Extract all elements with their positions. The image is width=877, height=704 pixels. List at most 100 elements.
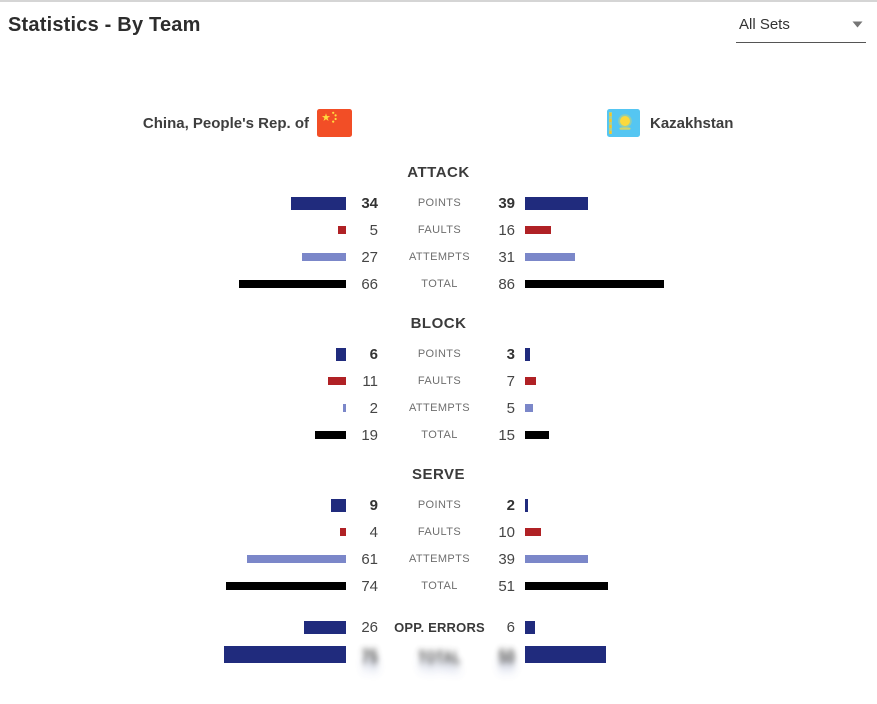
home-attempts-bar [247, 555, 346, 563]
away-grand-total-bar [525, 645, 606, 663]
team-away: Kazakhstan [607, 109, 733, 137]
stat-label-attempts: ATTEMPTS [408, 251, 471, 263]
home-attempts-bar [302, 253, 346, 261]
away-attempts-value: 39 [498, 550, 515, 568]
away-total-value: 15 [498, 426, 515, 444]
away-points-value: 2 [506, 496, 515, 514]
stat-label-attempts: ATTEMPTS [408, 553, 471, 565]
home-faults-bar [340, 528, 346, 536]
section-attack-title: ATTACK [407, 164, 470, 181]
team-away-name: Kazakhstan [650, 114, 734, 132]
row-serve-points: 9 POINTS 2 [0, 495, 877, 515]
row-block-attempts: 2 ATTEMPTS 5 [0, 398, 877, 418]
away-attempts-value: 5 [506, 399, 515, 417]
home-faults-bar [338, 226, 346, 234]
home-total-value: 74 [361, 577, 378, 595]
stat-label-faults: FAULTS [417, 375, 462, 387]
home-total-value: 19 [361, 426, 378, 444]
row-block-total: 19 TOTAL 15 [0, 425, 877, 445]
away-total-bar [525, 431, 549, 439]
away-total-value: 51 [498, 577, 515, 595]
stat-label-faults: FAULTS [417, 526, 462, 538]
away-faults-value: 10 [498, 523, 515, 541]
sets-filter-value: All Sets [739, 16, 790, 33]
row-serve-attempts: 61 ATTEMPTS 39 [0, 549, 877, 569]
stat-label-faults: FAULTS [417, 224, 462, 236]
section-block: BLOCK 6 POINTS 3 11 FAULTS 7 2 ATTEMPTS … [0, 315, 877, 445]
sets-filter-select[interactable]: All Sets [736, 12, 866, 43]
stat-label-points: POINTS [417, 348, 462, 360]
chevron-down-icon [852, 21, 863, 28]
home-points-value: 9 [369, 496, 378, 514]
china-flag-icon [317, 109, 352, 137]
home-faults-value: 5 [369, 221, 378, 239]
stat-label-total: TOTAL [421, 278, 458, 290]
stat-label-points: POINTS [417, 197, 462, 209]
away-points-bar [525, 498, 528, 512]
home-total-bar [226, 582, 346, 590]
home-total-bar [315, 431, 346, 439]
row-attack-attempts: 27 ATTEMPTS 31 [0, 247, 877, 267]
stat-label-grand-total: TOTAL [417, 647, 462, 666]
kazakhstan-flag-icon [607, 109, 640, 137]
away-total-value: 86 [498, 275, 515, 293]
away-faults-bar [525, 528, 541, 536]
section-serve: SERVE 9 POINTS 2 4 FAULTS 10 61 ATTEMPTS… [0, 466, 877, 596]
stat-label-total: TOTAL [421, 580, 458, 592]
row-attack-faults: 5 FAULTS 16 [0, 220, 877, 240]
team-home: China, People's Rep. of [143, 109, 352, 137]
away-opp-errors-value: 6 [506, 618, 515, 636]
page-title: Statistics - By Team [8, 14, 201, 36]
stat-label-opp-errors: OPP. ERRORS [394, 619, 485, 635]
away-faults-bar [525, 226, 551, 234]
away-points-bar [525, 347, 530, 361]
section-block-title: BLOCK [410, 315, 467, 332]
teams-row: China, People's Rep. of Kazakhstan [0, 109, 877, 137]
home-opp-errors-bar [304, 620, 346, 634]
away-points-value: 3 [506, 345, 515, 363]
page-header: Statistics - By Team All Sets [0, 2, 877, 54]
home-faults-bar [328, 377, 346, 385]
home-points-value: 6 [369, 345, 378, 363]
away-attempts-bar [525, 404, 533, 412]
stat-label-points: POINTS [417, 499, 462, 511]
home-attempts-value: 61 [361, 550, 378, 568]
section-attack: ATTACK 34 POINTS 39 5 FAULTS 16 27 ATTEM… [0, 164, 877, 294]
home-faults-value: 11 [362, 372, 378, 390]
away-total-bar [525, 280, 664, 288]
row-block-points: 6 POINTS 3 [0, 344, 877, 364]
team-home-name: China, People's Rep. of [142, 114, 309, 132]
row-block-faults: 11 FAULTS 7 [0, 371, 877, 391]
away-points-bar [525, 196, 588, 210]
away-attempts-bar [525, 253, 575, 261]
home-points-bar [291, 196, 346, 210]
home-attempts-value: 2 [369, 399, 378, 417]
home-points-bar [336, 347, 346, 361]
away-faults-value: 16 [498, 221, 515, 239]
stat-label-attempts: ATTEMPTS [408, 402, 471, 414]
home-total-value: 66 [361, 275, 378, 293]
home-attempts-value: 27 [361, 248, 378, 266]
row-serve-total: 74 TOTAL 51 [0, 576, 877, 596]
away-points-value: 39 [498, 194, 515, 212]
away-opp-errors-bar [525, 620, 535, 634]
row-attack-total: 66 TOTAL 86 [0, 274, 877, 294]
section-serve-title: SERVE [411, 466, 466, 483]
home-total-bar [239, 280, 346, 288]
away-faults-value: 7 [506, 372, 515, 390]
row-opp-errors: 26 OPP. ERRORS 6 [0, 617, 877, 637]
away-faults-bar [525, 377, 536, 385]
row-grand-total: 75 TOTAL 50 [0, 645, 877, 667]
away-attempts-value: 31 [498, 248, 515, 266]
home-grand-total-bar [224, 645, 346, 663]
stats-panel: ATTACK 34 POINTS 39 5 FAULTS 16 27 ATTEM… [0, 164, 877, 667]
stat-label-total: TOTAL [421, 429, 458, 441]
home-grand-total-value: 75 [361, 645, 378, 668]
row-serve-faults: 4 FAULTS 10 [0, 522, 877, 542]
row-attack-points: 34 POINTS 39 [0, 193, 877, 213]
home-points-value: 34 [361, 194, 378, 212]
away-grand-total-value: 50 [498, 645, 515, 668]
away-total-bar [525, 582, 608, 590]
home-opp-errors-value: 26 [361, 618, 378, 636]
home-attempts-bar [343, 404, 346, 412]
